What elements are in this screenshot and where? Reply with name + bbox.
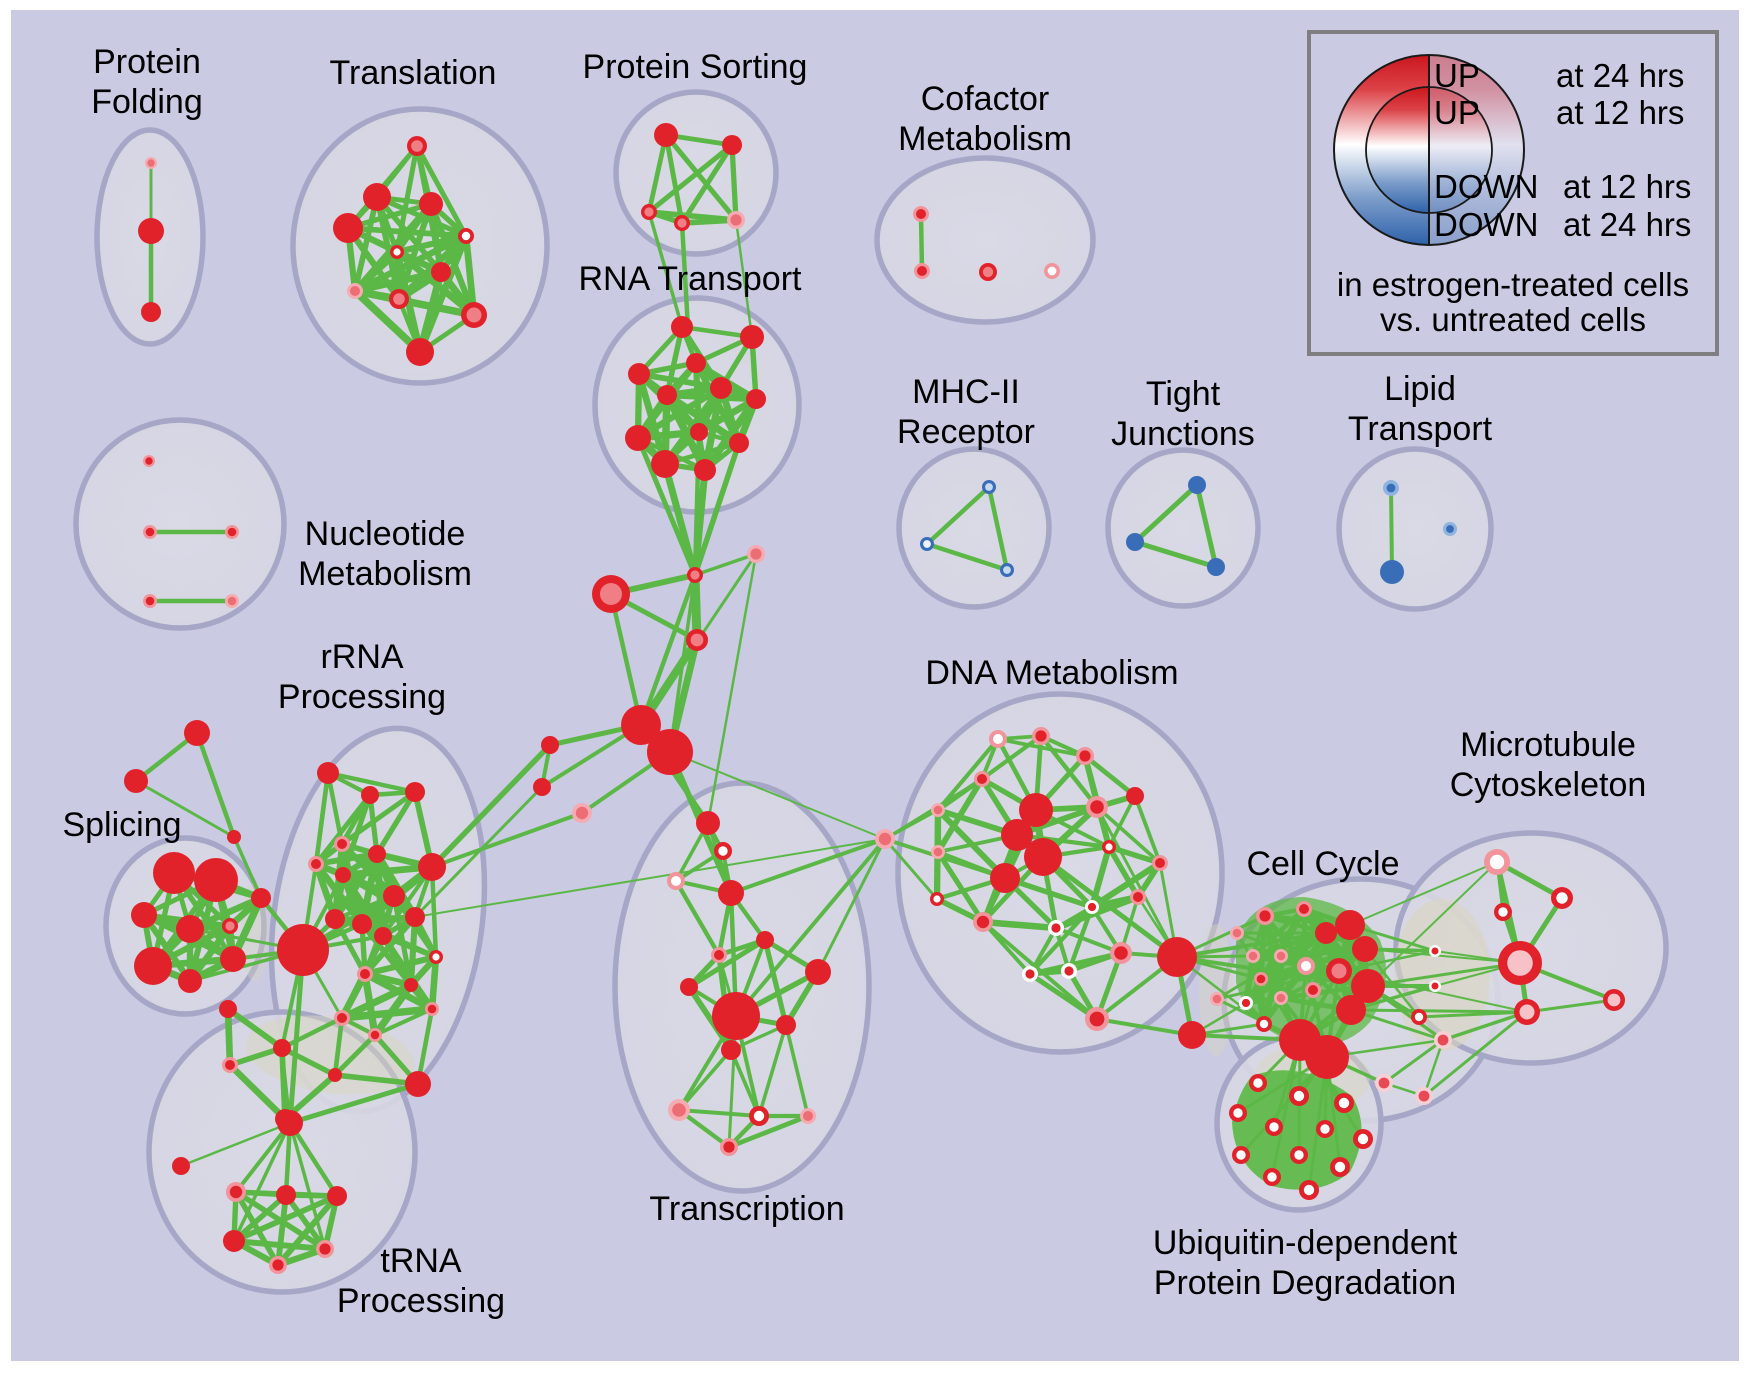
svg-text:Nucleotide: Nucleotide bbox=[305, 515, 466, 553]
svg-text:at 12 hrs: at 12 hrs bbox=[1556, 94, 1684, 131]
svg-text:tRNA: tRNA bbox=[380, 1242, 462, 1280]
svg-text:in estrogen-treated cells: in estrogen-treated cells bbox=[1337, 266, 1689, 303]
svg-text:at 24 hrs: at 24 hrs bbox=[1556, 57, 1684, 94]
svg-text:Transport: Transport bbox=[1348, 410, 1493, 448]
svg-text:Protein: Protein bbox=[93, 43, 201, 81]
svg-text:UP: UP bbox=[1434, 57, 1480, 94]
svg-text:Processing: Processing bbox=[278, 678, 446, 716]
svg-text:Cell Cycle: Cell Cycle bbox=[1246, 845, 1399, 883]
svg-text:Metabolism: Metabolism bbox=[298, 555, 472, 593]
svg-text:Ubiquitin-dependent: Ubiquitin-dependent bbox=[1153, 1224, 1458, 1262]
svg-text:Translation: Translation bbox=[330, 54, 497, 92]
svg-text:DNA Metabolism: DNA Metabolism bbox=[925, 654, 1178, 692]
svg-text:MHC-II: MHC-II bbox=[912, 373, 1020, 411]
svg-text:RNA Transport: RNA Transport bbox=[579, 260, 803, 298]
svg-text:DOWN: DOWN bbox=[1434, 168, 1538, 205]
svg-text:Cofactor: Cofactor bbox=[921, 80, 1050, 118]
svg-text:Microtubule: Microtubule bbox=[1460, 726, 1636, 764]
svg-text:Protein Degradation: Protein Degradation bbox=[1154, 1264, 1456, 1302]
svg-text:at 12 hrs: at 12 hrs bbox=[1563, 168, 1691, 205]
svg-text:Folding: Folding bbox=[91, 83, 203, 121]
svg-text:Processing: Processing bbox=[337, 1282, 505, 1320]
svg-text:Tight: Tight bbox=[1146, 375, 1221, 413]
svg-text:Receptor: Receptor bbox=[897, 413, 1035, 451]
svg-text:vs. untreated cells: vs. untreated cells bbox=[1380, 301, 1646, 338]
svg-text:Transcription: Transcription bbox=[649, 1190, 844, 1228]
svg-text:Splicing: Splicing bbox=[62, 806, 181, 844]
svg-text:Protein Sorting: Protein Sorting bbox=[583, 48, 808, 86]
svg-text:Metabolism: Metabolism bbox=[898, 120, 1072, 158]
svg-text:rRNA: rRNA bbox=[320, 638, 403, 676]
svg-text:Lipid: Lipid bbox=[1384, 370, 1456, 408]
svg-text:Cytoskeleton: Cytoskeleton bbox=[1450, 766, 1647, 804]
svg-text:UP: UP bbox=[1434, 94, 1480, 131]
svg-text:Junctions: Junctions bbox=[1111, 415, 1255, 453]
svg-text:at 24 hrs: at 24 hrs bbox=[1563, 206, 1691, 243]
svg-text:DOWN: DOWN bbox=[1434, 206, 1538, 243]
